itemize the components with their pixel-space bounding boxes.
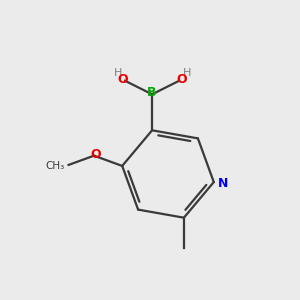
Text: O: O	[117, 74, 128, 86]
Text: H: H	[182, 68, 191, 78]
Text: O: O	[90, 148, 101, 161]
Text: N: N	[218, 177, 228, 190]
Text: O: O	[176, 74, 187, 86]
Text: CH₃: CH₃	[45, 161, 64, 171]
Text: H: H	[113, 68, 122, 78]
Text: B: B	[147, 86, 157, 99]
